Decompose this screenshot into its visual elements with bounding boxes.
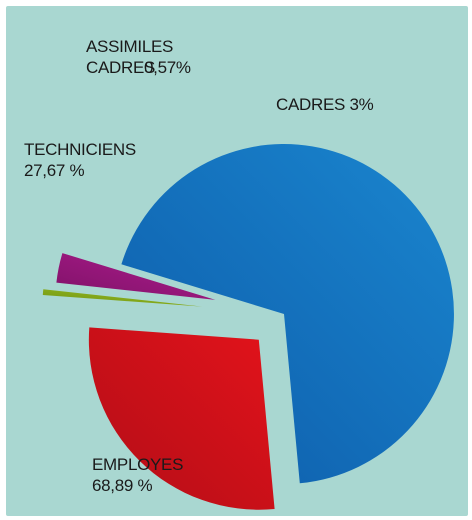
pie-slice-techniciens (88, 327, 275, 510)
pie-slice-cadres (56, 253, 216, 300)
label-cadres-value: 3% (349, 95, 374, 114)
pie-chart (42, 144, 454, 510)
label-employes-name: EMPLOYES (92, 455, 184, 474)
label-assimiles-cadres-name: ASSIMILES CADRES (86, 37, 174, 77)
chart-panel: ASSIMILES CADRES 0,57% CADRES 3% TECHNIC… (6, 6, 468, 516)
label-techniciens-value: 27,67 % (24, 161, 85, 180)
label-assimiles-cadres-value: 0,57% (144, 58, 191, 77)
label-cadres-name: CADRES (276, 95, 346, 114)
label-techniciens-name: TECHNICIENS (24, 140, 136, 159)
label-employes-value: 68,89 % (92, 476, 153, 495)
label-assimiles-cadres: ASSIMILES CADRES 0,57% (86, 36, 206, 78)
pie-slice-assimiles-cadres (42, 289, 203, 307)
pie-slice-employes (121, 144, 454, 484)
label-employes: EMPLOYES 68,89 % (92, 454, 183, 496)
label-cadres: CADRES 3% (276, 94, 374, 115)
label-techniciens: TECHNICIENS 27,67 % (24, 139, 136, 181)
